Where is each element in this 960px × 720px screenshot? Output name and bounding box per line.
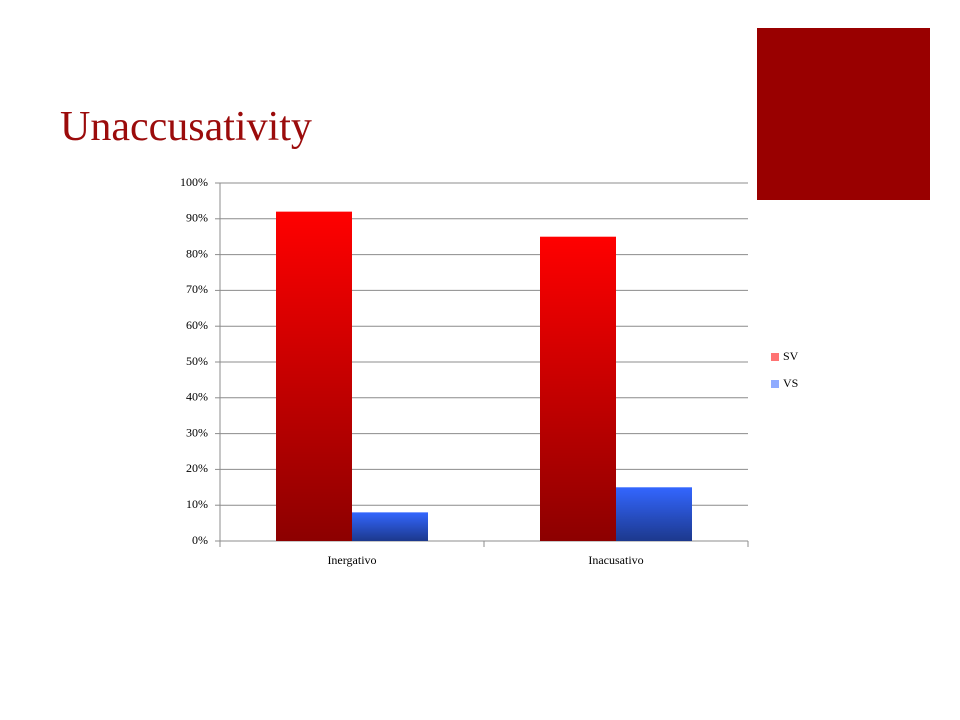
y-tick-label: 50% [186, 354, 208, 368]
legend-swatch [771, 380, 779, 388]
y-tick-label: 30% [186, 425, 208, 439]
y-tick-label: 10% [186, 497, 208, 511]
x-tick-label: Inergativo [327, 553, 376, 567]
bar [616, 487, 692, 541]
legend-swatch [771, 353, 779, 361]
bar [540, 236, 616, 541]
legend-label: SV [783, 349, 799, 363]
y-tick-label: 20% [186, 461, 208, 475]
y-tick-label: 80% [186, 246, 208, 260]
bar [276, 211, 352, 541]
y-tick-label: 100% [180, 175, 208, 189]
y-tick-label: 60% [186, 318, 208, 332]
y-tick-label: 90% [186, 211, 208, 225]
legend-label: VS [783, 376, 798, 390]
decor-square [757, 28, 930, 200]
y-tick-label: 70% [186, 282, 208, 296]
y-tick-label: 40% [186, 390, 208, 404]
bar [352, 512, 428, 541]
y-tick-label: 0% [192, 533, 208, 547]
x-tick-label: Inacusativo [588, 553, 643, 567]
chart-title: Unaccusativity [60, 104, 312, 150]
